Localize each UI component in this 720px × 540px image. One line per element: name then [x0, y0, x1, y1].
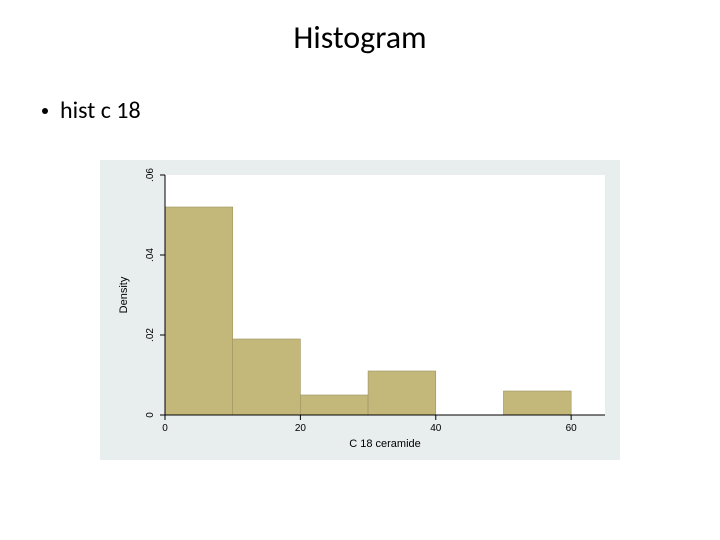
- page-title: Histogram: [0, 18, 720, 57]
- svg-text:0: 0: [145, 412, 156, 418]
- svg-text:Density: Density: [118, 276, 130, 313]
- bullet-item: hist c 18: [42, 96, 141, 125]
- svg-text:.04: .04: [145, 248, 156, 262]
- svg-text:.02: .02: [145, 328, 156, 342]
- svg-text:0: 0: [162, 423, 168, 434]
- svg-text:C 18 ceramide: C 18 ceramide: [349, 438, 421, 450]
- bullet-dot-icon: [42, 108, 48, 114]
- svg-text:.06: .06: [145, 168, 156, 182]
- bullet-text: hist c 18: [60, 96, 141, 125]
- svg-text:20: 20: [295, 423, 307, 434]
- svg-text:60: 60: [566, 423, 578, 434]
- slide: Histogram hist c 18 0 20 40 60 C 18 ceramide…: [0, 0, 720, 540]
- histogram-chart: 0 20 40 60 C 18 ceramide 0 .02 .04 .06 Density: [100, 160, 620, 470]
- chart-svg: 0 20 40 60 C 18 ceramide 0 .02 .04 .06 Density: [100, 160, 620, 460]
- svg-text:40: 40: [430, 423, 442, 434]
